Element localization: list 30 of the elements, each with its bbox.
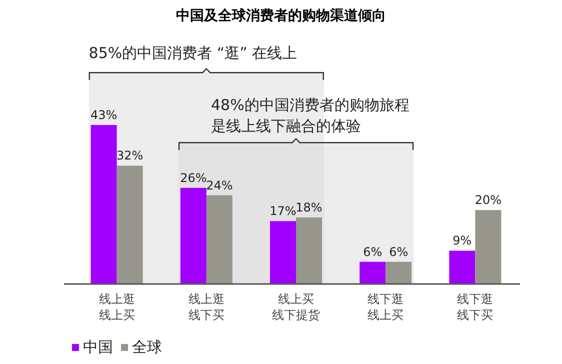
chart-title: 中国及全球消费者的购物渠道倾向: [176, 7, 386, 24]
x-tick-label: 线下逛线下买: [457, 292, 494, 322]
data-label: 32%: [116, 148, 144, 163]
x-tick-label: 线上买线下提货: [272, 292, 320, 322]
bar: [360, 262, 386, 284]
bar: [386, 262, 412, 284]
band-label: 48%的中国消费者的购物旅程是线上线下融合的体验: [211, 96, 410, 135]
bar: [449, 250, 476, 284]
data-label: 6%: [389, 244, 408, 259]
data-label: 26%: [180, 170, 207, 185]
data-label: 43%: [90, 108, 118, 122]
bar: [296, 217, 322, 284]
legend-label: 全球: [132, 338, 162, 356]
data-label: 6%: [363, 244, 382, 259]
band-label: 85%的中国消费者 “逛” 在线上: [88, 44, 298, 62]
bar: [180, 188, 206, 284]
bar: [90, 125, 117, 284]
data-label: 20%: [474, 193, 502, 208]
data-label: 9%: [452, 234, 472, 248]
bar: [206, 195, 232, 284]
x-tick-label: 线上逛线上买: [98, 292, 135, 322]
data-label: 17%: [270, 204, 296, 218]
x-tick-label: 线上逛线下买: [188, 292, 224, 322]
data-label: 18%: [296, 200, 322, 214]
data-label: 24%: [206, 178, 233, 192]
bar: [116, 166, 143, 284]
x-tick-label: 线下逛线上买: [368, 292, 404, 322]
legend-label: 中国: [83, 338, 113, 356]
bar: [475, 210, 502, 284]
bar: [270, 221, 296, 284]
